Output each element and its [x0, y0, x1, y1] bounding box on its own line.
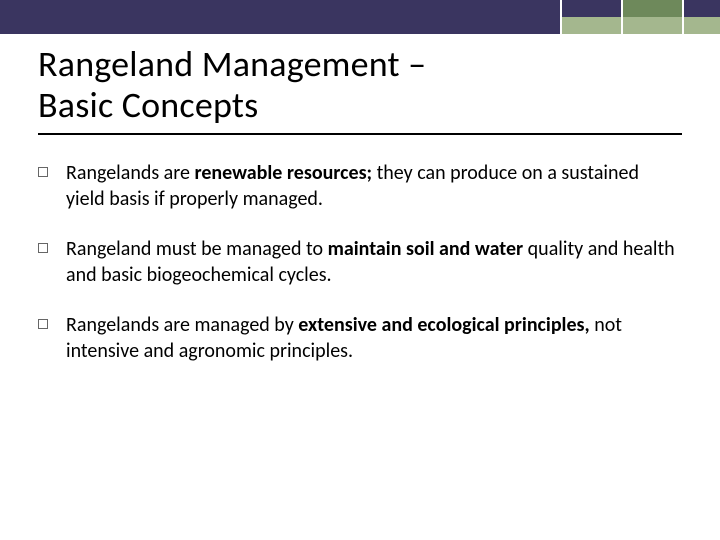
- slide-title: Rangeland Management – Basic Concepts: [38, 44, 682, 127]
- bullet-bold: extensive and ecological principles,: [298, 313, 589, 337]
- bullet-marker-icon: [38, 243, 48, 253]
- title-line1: Rangeland Management –: [38, 42, 426, 86]
- bullet-prefix: Rangelands are managed by: [66, 313, 298, 337]
- bullet-text: Rangelands are renewable resources; they…: [66, 160, 682, 212]
- slide: Rangeland Management – Basic Concepts Ra…: [0, 0, 720, 540]
- bullet-item: Rangelands are managed by extensive and …: [38, 312, 682, 364]
- bullet-prefix: Rangeland must be managed to: [66, 237, 328, 261]
- bullet-text: Rangelands are managed by extensive and …: [66, 312, 682, 364]
- bullet-prefix: Rangelands are: [66, 161, 194, 185]
- title-rule: [38, 133, 682, 135]
- title-line2: Basic Concepts: [38, 83, 258, 127]
- topbar-cell: [682, 17, 720, 34]
- bullet-bold: renewable resources;: [194, 161, 372, 185]
- topbar-left: [0, 0, 560, 34]
- bullet-marker-icon: [38, 319, 48, 329]
- bullet-item: Rangeland must be managed to maintain so…: [38, 236, 682, 288]
- topbar-right-bottom: [560, 17, 720, 34]
- topbar-cell: [621, 0, 682, 17]
- topbar-right-top: [560, 0, 720, 17]
- bullet-bold: maintain soil and water: [328, 237, 524, 261]
- bullet-text: Rangeland must be managed to maintain so…: [66, 236, 682, 288]
- title-block: Rangeland Management – Basic Concepts: [38, 44, 682, 135]
- topbar-cell: [560, 17, 621, 34]
- topbar-cell: [682, 0, 720, 17]
- topbar-right: [560, 0, 720, 34]
- body-block: Rangelands are renewable resources; they…: [38, 160, 682, 388]
- topbar-cell: [621, 17, 682, 34]
- topbar-cell: [560, 0, 621, 17]
- bullet-item: Rangelands are renewable resources; they…: [38, 160, 682, 212]
- bullet-marker-icon: [38, 167, 48, 177]
- topbar: [0, 0, 720, 34]
